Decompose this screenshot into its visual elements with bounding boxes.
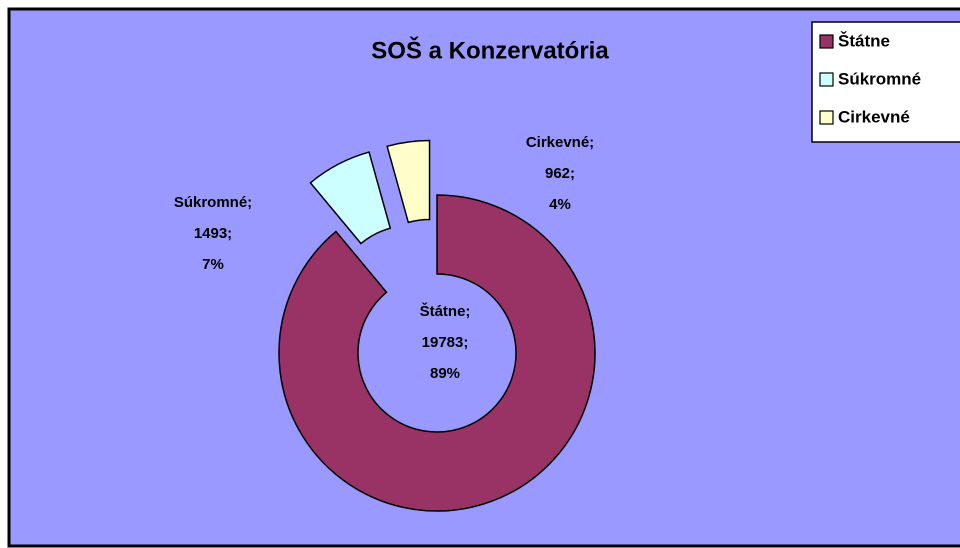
legend-label: Súkromné — [838, 69, 921, 88]
data-label: 4% — [549, 196, 571, 213]
legend — [811, 21, 960, 143]
data-label: 1493; — [194, 225, 232, 242]
legend-label: Cirkevné — [838, 107, 910, 126]
donut-slice — [386, 139, 431, 224]
legend-swatch — [819, 72, 834, 87]
data-label: 7% — [202, 256, 224, 273]
donut-slice — [309, 151, 392, 245]
data-label: 89% — [430, 365, 460, 382]
legend-swatch — [819, 110, 834, 125]
donut-slice — [278, 194, 596, 512]
data-label: Cirkevné; — [526, 134, 594, 151]
legend-label: Štátne — [838, 31, 890, 50]
legend-swatch — [819, 34, 834, 49]
data-label: 19783; — [422, 334, 469, 351]
data-label: Súkromné; — [174, 194, 252, 211]
data-label: Štátne; — [420, 302, 471, 320]
chart-title: SOŠ a Konzervatória — [371, 36, 609, 64]
data-label: 962; — [545, 165, 575, 182]
